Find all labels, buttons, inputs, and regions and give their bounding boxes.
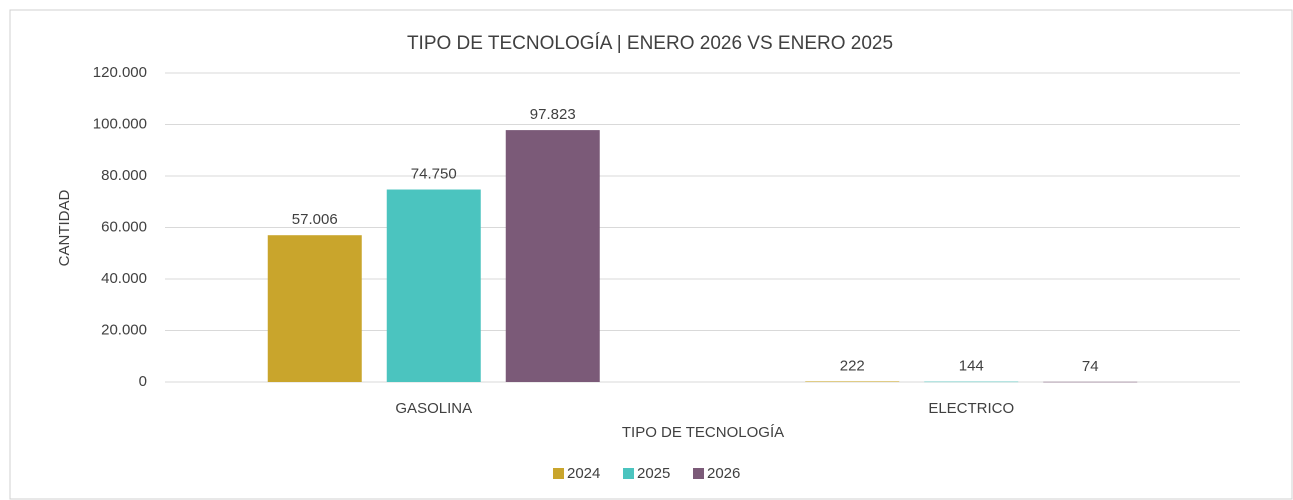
y-tick-label: 80.000 bbox=[101, 167, 147, 184]
y-tick-label: 60.000 bbox=[101, 218, 147, 235]
legend-label: 2025 bbox=[637, 465, 670, 482]
bar bbox=[924, 381, 1019, 383]
data-label: 144 bbox=[959, 358, 984, 375]
x-tick-label: GASOLINA bbox=[395, 400, 472, 417]
y-tick-label: 40.000 bbox=[101, 270, 147, 287]
y-tick-label: 100.000 bbox=[93, 115, 147, 132]
x-axis-title: TIPO DE TECNOLOGÍA bbox=[622, 424, 784, 441]
y-tick-label: 20.000 bbox=[101, 321, 147, 338]
x-tick-label: ELECTRICO bbox=[928, 400, 1014, 417]
data-label: 222 bbox=[840, 357, 865, 374]
bar bbox=[267, 235, 362, 382]
data-label: 74 bbox=[1082, 358, 1099, 375]
legend-label: 2024 bbox=[567, 465, 600, 482]
data-label: 57.006 bbox=[292, 211, 338, 228]
y-axis-title: CANTIDAD bbox=[56, 189, 73, 266]
bar bbox=[805, 381, 900, 382]
chart-border bbox=[9, 9, 1293, 500]
legend-swatch bbox=[693, 468, 704, 479]
y-tick-label: 0 bbox=[139, 373, 147, 390]
data-label: 97.823 bbox=[530, 106, 576, 123]
data-label: 74.750 bbox=[411, 165, 457, 182]
y-tick-label: 120.000 bbox=[93, 64, 147, 81]
legend-swatch bbox=[623, 468, 634, 479]
chart-title: TIPO DE TECNOLOGÍA | ENERO 2026 VS ENERO… bbox=[407, 33, 893, 54]
legend-label: 2026 bbox=[707, 465, 740, 482]
bar bbox=[386, 189, 481, 382]
bar bbox=[1043, 381, 1138, 383]
bar bbox=[505, 130, 600, 382]
legend-swatch bbox=[553, 468, 564, 479]
